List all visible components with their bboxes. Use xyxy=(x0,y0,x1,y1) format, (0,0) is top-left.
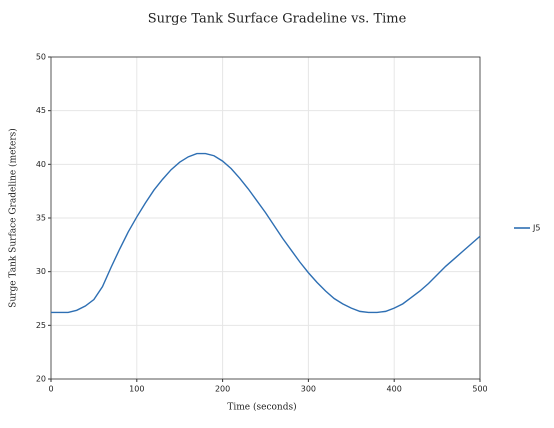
legend-label: J5 xyxy=(532,224,540,233)
x-tick-label: 0 xyxy=(48,385,53,394)
x-tick-label: 200 xyxy=(215,385,230,394)
x-tick-label: 500 xyxy=(472,385,487,394)
y-tick-label: 45 xyxy=(36,106,46,115)
y-tick-label: 35 xyxy=(36,214,46,223)
x-tick-label: 100 xyxy=(129,385,144,394)
x-tick-label: 400 xyxy=(387,385,402,394)
chart-title: Surge Tank Surface Gradeline vs. Time xyxy=(148,12,407,27)
x-tick-label: 300 xyxy=(301,385,316,394)
y-tick-label: 40 xyxy=(36,160,46,169)
y-tick-label: 50 xyxy=(36,53,46,62)
y-tick-label: 25 xyxy=(36,321,46,330)
y-axis-label: Surge Tank Surface Gradeline (meters) xyxy=(8,128,19,308)
data-line xyxy=(51,152,481,314)
y-tick-label: 30 xyxy=(36,267,46,276)
y-tick-label: 20 xyxy=(36,375,46,384)
plot-frame xyxy=(50,56,481,380)
x-axis-label: Time (seconds) xyxy=(227,402,296,413)
